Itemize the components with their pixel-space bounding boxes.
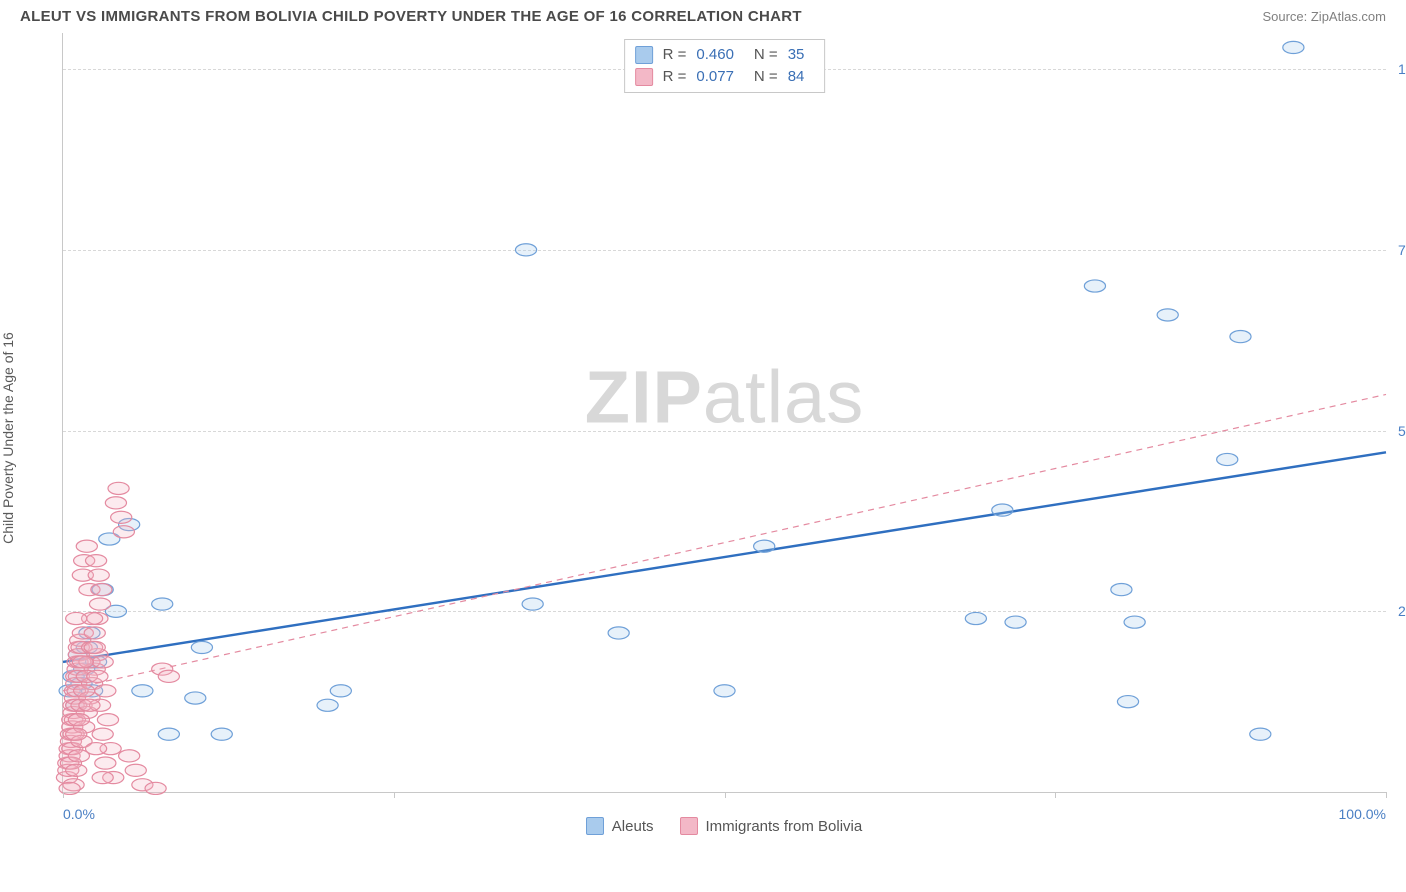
data-point <box>84 641 105 653</box>
data-point <box>1084 280 1105 292</box>
data-point <box>608 627 629 639</box>
source-link[interactable]: ZipAtlas.com <box>1311 9 1386 24</box>
data-point <box>1217 453 1238 465</box>
data-point <box>1124 616 1145 628</box>
data-point <box>95 685 116 697</box>
series-legend: Aleuts Immigrants from Bolivia <box>62 817 1386 835</box>
r-value: 0.077 <box>696 66 734 88</box>
data-point <box>74 685 95 697</box>
data-point <box>111 511 132 523</box>
legend-item: Immigrants from Bolivia <box>680 817 863 835</box>
trend-line <box>63 394 1386 690</box>
chart-container: Child Poverty Under the Age of 16 ZIPatl… <box>20 33 1386 843</box>
data-point <box>84 627 105 639</box>
n-value: 84 <box>788 66 805 88</box>
data-point <box>108 482 129 494</box>
n-value: 35 <box>788 44 805 66</box>
data-point <box>92 771 113 783</box>
data-point <box>68 714 89 726</box>
data-point <box>317 699 338 711</box>
data-point <box>92 656 113 668</box>
chart-title: ALEUT VS IMMIGRANTS FROM BOLIVIA CHILD P… <box>20 8 802 25</box>
data-point <box>95 757 116 769</box>
r-label: R = <box>663 66 687 88</box>
data-point <box>92 728 113 740</box>
data-point <box>66 728 87 740</box>
data-point <box>119 750 140 762</box>
data-point <box>1250 728 1271 740</box>
data-point <box>72 656 93 668</box>
n-label: N = <box>754 44 778 66</box>
data-point <box>754 540 775 552</box>
swatch-icon <box>635 68 653 86</box>
data-point <box>85 743 106 755</box>
data-point <box>113 526 134 538</box>
r-value: 0.460 <box>696 44 734 66</box>
data-point <box>1283 41 1304 53</box>
x-tick-mark <box>725 792 726 798</box>
legend-item: Aleuts <box>586 817 654 835</box>
trend-line <box>63 452 1386 662</box>
data-point <box>1111 584 1132 596</box>
data-point <box>105 497 126 509</box>
source-citation: Source: ZipAtlas.com <box>1262 9 1386 24</box>
data-point <box>714 685 735 697</box>
legend-label: Aleuts <box>612 818 654 835</box>
data-point <box>66 764 87 776</box>
y-tick-label: 50.0% <box>1388 423 1406 439</box>
n-label: N = <box>754 66 778 88</box>
data-point <box>132 685 153 697</box>
stats-row: R = 0.460 N = 35 <box>635 44 815 66</box>
source-prefix: Source: <box>1262 9 1310 24</box>
data-point <box>97 714 118 726</box>
data-point <box>1230 331 1251 343</box>
data-point <box>1157 309 1178 321</box>
data-point <box>522 598 543 610</box>
y-axis-label: Child Poverty Under the Age of 16 <box>0 332 16 544</box>
swatch-icon <box>680 817 698 835</box>
data-point <box>211 728 232 740</box>
data-point <box>965 612 986 624</box>
data-point <box>66 612 87 624</box>
data-point <box>89 598 110 610</box>
data-point <box>88 569 109 581</box>
data-point <box>1005 616 1026 628</box>
stats-row: R = 0.077 N = 84 <box>635 66 815 88</box>
data-point <box>992 504 1013 516</box>
r-label: R = <box>663 44 687 66</box>
data-point <box>87 670 108 682</box>
data-point <box>158 728 179 740</box>
plot-svg <box>63 33 1386 792</box>
x-tick-mark <box>63 792 64 798</box>
y-tick-label: 75.0% <box>1388 242 1406 258</box>
x-tick-mark <box>1386 792 1387 798</box>
swatch-icon <box>635 46 653 64</box>
data-point <box>91 584 112 596</box>
data-point <box>85 555 106 567</box>
header: ALEUT VS IMMIGRANTS FROM BOLIVIA CHILD P… <box>0 0 1406 29</box>
data-point <box>158 670 179 682</box>
swatch-icon <box>586 817 604 835</box>
y-tick-label: 100.0% <box>1388 61 1406 77</box>
data-point <box>152 598 173 610</box>
x-tick-mark <box>394 792 395 798</box>
plot-area: ZIPatlas R =0.460N =35R =0.077N =84 25.0… <box>62 33 1386 793</box>
data-point <box>330 685 351 697</box>
data-point <box>515 244 536 256</box>
data-point <box>185 692 206 704</box>
data-point <box>79 699 100 711</box>
data-point <box>145 782 166 794</box>
stats-legend: R = 0.460 N = 35 R = 0.077 N = 84 <box>624 39 826 93</box>
data-point <box>76 540 97 552</box>
data-point <box>191 641 212 653</box>
legend-label: Immigrants from Bolivia <box>706 818 863 835</box>
x-tick-mark <box>1055 792 1056 798</box>
y-tick-label: 25.0% <box>1388 603 1406 619</box>
data-point <box>1117 696 1138 708</box>
data-point <box>125 764 146 776</box>
